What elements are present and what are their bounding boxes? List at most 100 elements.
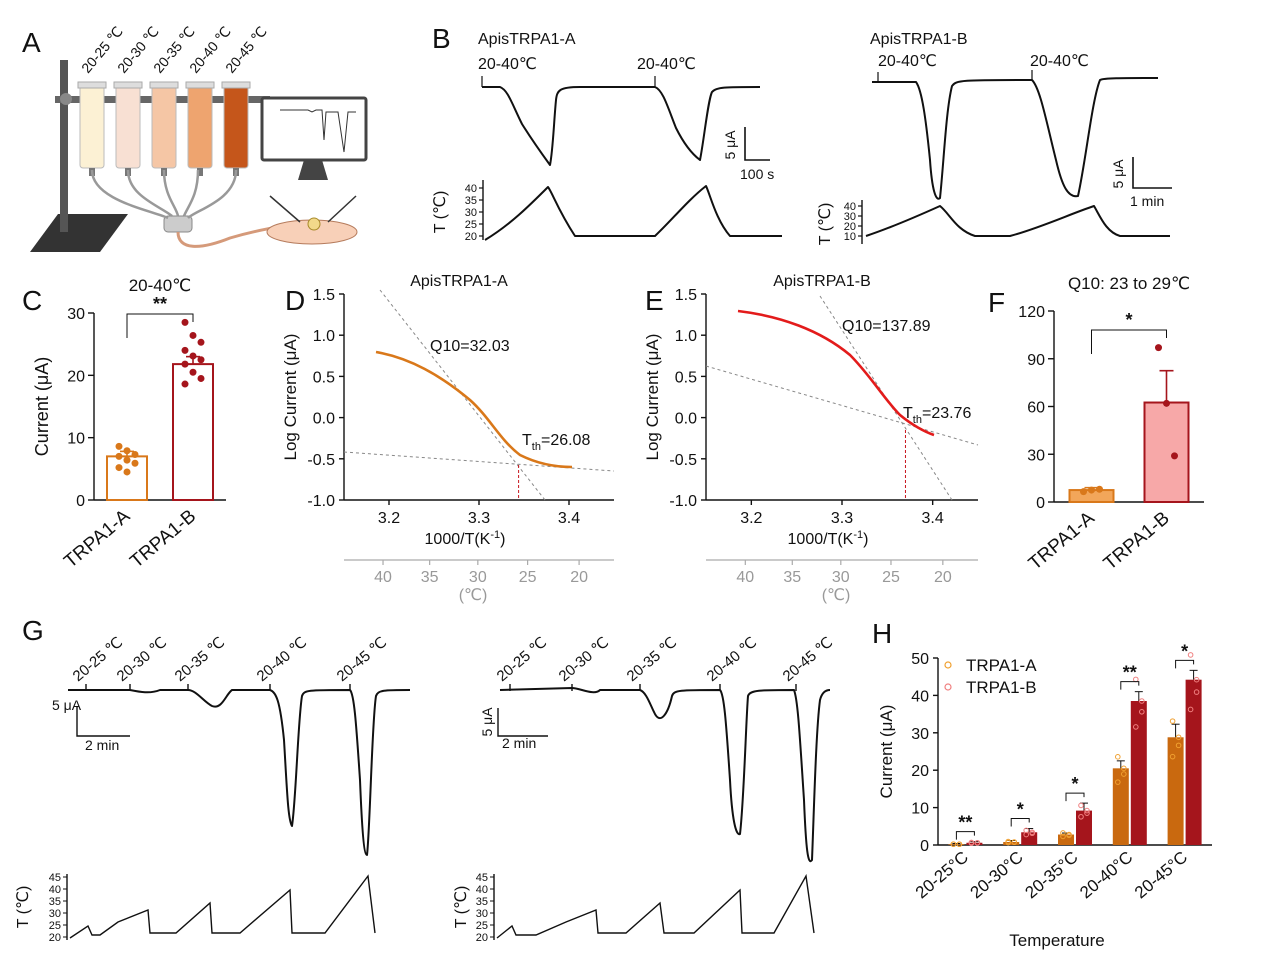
panel-label-d: D	[285, 285, 305, 316]
chart-h-point-TRPA1-B-20-45°C-3	[1193, 689, 1200, 695]
trace-g-right-labels: 20-25 ℃ 20-30 ℃ 20-35 ℃ 20-40 ℃ 20-45 ℃	[494, 634, 836, 685]
chart-h-xlabel-20-25°C: 20-25°C	[912, 848, 972, 903]
panel-label-e: E	[645, 285, 664, 316]
trace-g-left-current	[68, 689, 411, 856]
panel-a: A 20-25 ℃20-30 ℃20-35 ℃20-40 ℃20-45 ℃	[22, 23, 368, 252]
chart-d-xtick-label-3.2: 3.2	[378, 510, 400, 527]
chart-e-temp-tick-label-30: 30	[832, 569, 850, 586]
chart-h-point-TRPA1-A-20-40°C-3	[1121, 771, 1127, 777]
chart-d-xlabel: 1000/T(K-1)	[425, 529, 506, 548]
trace-a-temp-tick-label-35: 35	[465, 195, 477, 207]
chart-h-point-TRPA1-B-20-35°C-0	[1078, 813, 1084, 820]
chart-h-point-TRPA1-B-20-35°C-3	[1084, 810, 1090, 816]
tube-cap-1	[77, 81, 107, 89]
trace-g-right-temp-tick-label-45: 45	[476, 872, 488, 884]
chart-c-point-TRPA1-B-5	[197, 356, 205, 364]
chart-d-temp-tick-label-30: 30	[469, 569, 487, 586]
trace-g-left-stim-marks	[85, 684, 351, 691]
chart-c-point-TRPA1-A-5	[131, 459, 139, 467]
chart-h-sig-bracket-20-35°C	[1065, 792, 1085, 802]
chart-d-temp-tick-label-25: 25	[519, 569, 537, 586]
tube-valve-4	[197, 168, 203, 176]
tube-rack	[77, 81, 251, 176]
trace-b-temp-tick-label-40: 40	[844, 201, 856, 213]
trace-g-right-temp-tick-label-30: 30	[476, 908, 488, 920]
outflow-tube	[176, 226, 273, 248]
chart-c-xlabel-TRPA1-A: TRPA1-A	[60, 506, 134, 573]
chart-h-point-TRPA1-A-20-45°C-3	[1175, 742, 1182, 749]
chart-c-ytick-label-0: 0	[76, 493, 85, 510]
tube-cap-5	[221, 81, 251, 89]
chart-h-ylabel: Current (μA)	[877, 705, 896, 799]
chart-h-point-TRPA1-A-20-40°C-1	[1121, 765, 1127, 772]
chart-c-ytick-label-30: 30	[67, 306, 85, 323]
chart-c-point-TRPA1-A-7	[123, 468, 131, 476]
chart-f-title: Q10: 23 to 29℃	[1068, 274, 1190, 293]
trace-g-right-temp-tick-label-20: 20	[476, 932, 488, 944]
chart-e-threshold-label: Tth=23.76	[903, 405, 971, 426]
trace-g-left-scale-x: 2 min	[85, 737, 119, 753]
chart-c-significance: **	[153, 294, 167, 314]
chart-c-point-TRPA1-B-8	[197, 374, 205, 382]
chart-d-xtick-label-3.3: 3.3	[468, 510, 490, 527]
chart-h-point-TRPA1-A-20-35°C-2	[1060, 830, 1066, 836]
perfusion-tubing	[90, 169, 238, 220]
chart-h-point-TRPA1-A-20-30°C-3	[1011, 839, 1018, 846]
chart-e-title: ApisTRPA1-B	[773, 273, 871, 290]
chart-e-temp-unit: (℃)	[822, 587, 851, 604]
trace-g-right-temp-label-2: 20-30 ℃	[556, 634, 612, 685]
trace-g-right-scalebar	[497, 708, 548, 737]
chart-e-curve	[737, 309, 935, 437]
trace-g-right-temp-label-4: 20-40 ℃	[704, 634, 760, 685]
chart-h-bar-TRPA1-B-20-25°C	[966, 842, 983, 845]
chart-h-point-TRPA1-B-20-45°C-0	[1187, 706, 1194, 713]
chart-f-sig-bracket	[1091, 329, 1167, 354]
trace-g-left-labels: 20-25 ℃20-30 ℃ 20-35 ℃ 20-40 ℃ 20-45 ℃	[70, 634, 390, 685]
trace-b-temp-tick-label-20: 20	[844, 221, 856, 233]
trace-g-left-scale-y: 5 μA	[52, 697, 82, 713]
chart-h-xlabel-20-30°C: 20-30°C	[967, 848, 1027, 903]
panel-d: D -1.0 -0.5 0.0 0.5 1.0 1.5 3.2 3.3 3.4 1000/T(K-…	[281, 273, 615, 604]
trace-a-temp-label: T (℃)	[432, 191, 449, 234]
trace-g-left-temp-tick-label-40: 40	[49, 884, 61, 896]
chart-c-point-TRPA1-B-7	[189, 368, 197, 376]
trace-g-left-temp-label-4: 20-40 ℃	[254, 634, 310, 685]
trace-a-temp-tick-label-40: 40	[465, 183, 477, 195]
chart-h-point-TRPA1-B-20-45°C-2	[1187, 652, 1194, 658]
trace-b-temp	[865, 205, 1170, 237]
trace-b-temp-tick-label-10: 10	[844, 231, 856, 243]
chart-h-sig-bracket-20-45°C	[1175, 659, 1195, 669]
chart-c-point-TRPA1-A-4	[123, 456, 131, 464]
chart-h-xlabel: Temperature	[1009, 931, 1104, 950]
chart-f-ytick-label-0: 0	[1036, 495, 1045, 512]
chart-h-bar-TRPA1-A-20-45°C	[1167, 737, 1184, 845]
tube-cap-3	[149, 81, 179, 89]
chart-f-point-TRPA1-A-1	[1088, 486, 1095, 494]
chart-d-temp-tick-label-35: 35	[421, 569, 439, 586]
panel-label-c: C	[22, 285, 42, 316]
chart-e-q10: Q10=137.89	[842, 318, 931, 335]
manifold	[163, 215, 193, 233]
chart-h-ytick-label-40: 40	[911, 688, 929, 705]
monitor	[260, 96, 368, 162]
chart-h-point-TRPA1-A-20-40°C-2	[1115, 754, 1121, 760]
chart-h-bar-TRPA1-A-20-35°C	[1058, 834, 1074, 845]
chart-e-fit-low	[705, 365, 979, 446]
trace-a-temp	[484, 185, 782, 241]
chart-f-ytick-label-60: 60	[1027, 400, 1045, 417]
trace-g-right-temp-tick-label-25: 25	[476, 920, 488, 932]
clamp-knob	[60, 93, 72, 105]
chart-e-ytick-label--0.5: -0.5	[669, 452, 697, 469]
trace-g-left-scalebar	[76, 706, 130, 737]
chart-e-ytick-label-0.0: 0.0	[675, 411, 697, 428]
chart-d-ytick-label-1.0: 1.0	[313, 328, 335, 345]
chart-d-threshold-label: Tth=26.08	[522, 432, 590, 453]
tube-3	[151, 83, 177, 169]
chart-h-point-TRPA1-B-20-25°C-3	[974, 840, 981, 846]
chart-c-point-TRPA1-A-3	[115, 452, 123, 460]
